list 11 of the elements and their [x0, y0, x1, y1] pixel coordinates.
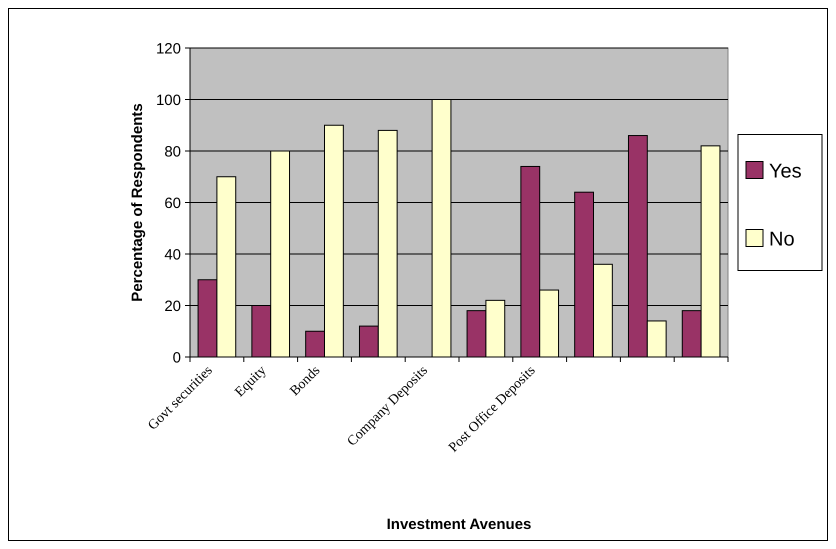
- legend-label: Yes: [769, 160, 802, 182]
- y-tick-label: 80: [164, 143, 181, 160]
- x-axis-title: Investment Avenues: [386, 516, 532, 533]
- y-tick-label: 120: [156, 40, 181, 58]
- y-tick-label: 40: [164, 246, 181, 264]
- y-tick-label: 60: [164, 194, 181, 212]
- y-axis-title: Percentage of Respondents: [129, 103, 146, 302]
- legend-label: No: [769, 228, 795, 250]
- y-tick-label: 100: [156, 92, 181, 109]
- y-tick-label: 20: [164, 298, 181, 315]
- y-tick-label: 0: [172, 349, 181, 366]
